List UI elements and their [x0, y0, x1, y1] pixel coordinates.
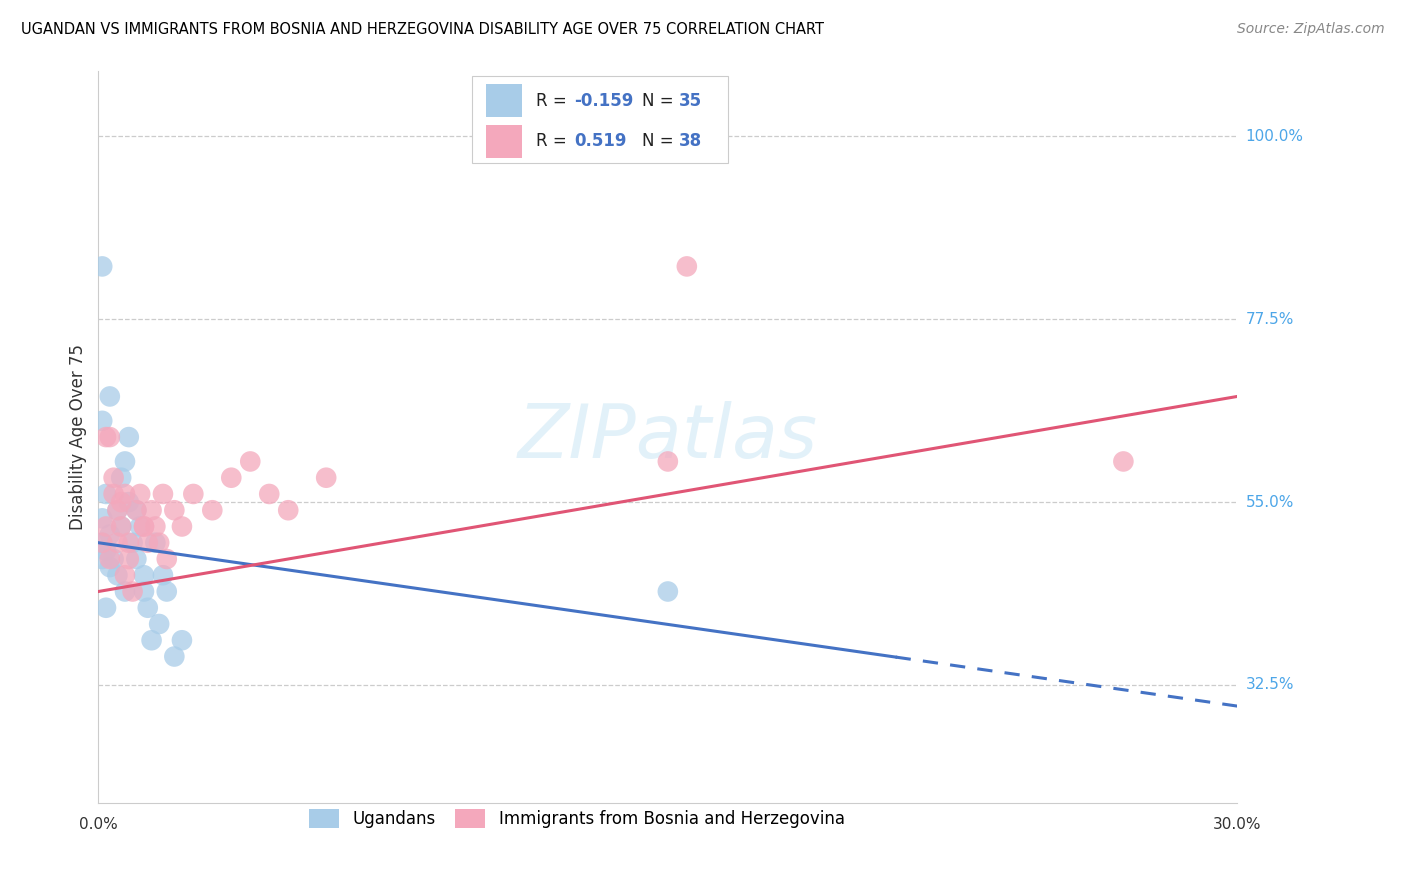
Point: [136, 600, 159, 615]
Point: [91, 552, 114, 566]
Point: [315, 471, 337, 485]
Point: [94, 519, 117, 533]
Bar: [485, 125, 522, 158]
Point: [110, 519, 132, 533]
Text: 32.5%: 32.5%: [1246, 677, 1294, 692]
Point: [201, 503, 224, 517]
Text: UGANDAN VS IMMIGRANTS FROM BOSNIA AND HERZEGOVINA DISABILITY AGE OVER 75 CORRELA: UGANDAN VS IMMIGRANTS FROM BOSNIA AND HE…: [21, 22, 824, 37]
Point: [657, 454, 679, 468]
Point: [103, 487, 125, 501]
Point: [98, 389, 121, 403]
Text: 35: 35: [679, 92, 703, 110]
Text: R =: R =: [536, 92, 572, 110]
Text: ZIPatlas: ZIPatlas: [517, 401, 818, 473]
Y-axis label: Disability Age Over 75: Disability Age Over 75: [69, 344, 87, 530]
Text: 0.0%: 0.0%: [79, 817, 118, 832]
Point: [125, 552, 148, 566]
Point: [118, 552, 141, 566]
Point: [141, 633, 163, 648]
Point: [98, 430, 121, 444]
Point: [91, 414, 114, 428]
Text: Source: ZipAtlas.com: Source: ZipAtlas.com: [1237, 22, 1385, 37]
Point: [148, 617, 170, 632]
Point: [136, 535, 159, 549]
Point: [259, 487, 281, 501]
Point: [125, 503, 148, 517]
Point: [141, 503, 163, 517]
Point: [170, 633, 193, 648]
Point: [156, 552, 179, 566]
Point: [110, 495, 132, 509]
Text: 38: 38: [679, 132, 703, 150]
Point: [132, 584, 155, 599]
Point: [98, 560, 121, 574]
Point: [239, 454, 262, 468]
Point: [152, 487, 174, 501]
Point: [118, 430, 141, 444]
Point: [163, 503, 186, 517]
Text: 30.0%: 30.0%: [1213, 817, 1261, 832]
Point: [145, 535, 167, 549]
Point: [114, 487, 136, 501]
Text: 0.519: 0.519: [575, 132, 627, 150]
Point: [103, 552, 125, 566]
Point: [118, 535, 141, 549]
Point: [121, 535, 143, 549]
Point: [118, 495, 141, 509]
Point: [94, 487, 117, 501]
Text: 77.5%: 77.5%: [1246, 311, 1294, 326]
Point: [156, 584, 179, 599]
Point: [91, 535, 114, 549]
Text: N =: N =: [641, 92, 679, 110]
Point: [145, 519, 167, 533]
Point: [94, 544, 117, 558]
Point: [98, 552, 121, 566]
Bar: [485, 84, 522, 117]
Point: [98, 527, 121, 541]
Point: [221, 471, 243, 485]
Point: [91, 535, 114, 549]
Point: [125, 503, 148, 517]
Point: [277, 503, 299, 517]
Legend: Ugandans, Immigrants from Bosnia and Herzegovina: Ugandans, Immigrants from Bosnia and Her…: [302, 802, 852, 835]
Point: [170, 519, 193, 533]
Text: 100.0%: 100.0%: [1246, 128, 1303, 144]
Point: [148, 535, 170, 549]
Point: [91, 260, 114, 274]
Point: [107, 503, 129, 517]
Point: [114, 584, 136, 599]
Text: 55.0%: 55.0%: [1246, 494, 1294, 509]
Point: [657, 584, 679, 599]
Point: [1112, 454, 1135, 468]
Point: [152, 568, 174, 582]
FancyBboxPatch shape: [472, 77, 728, 163]
Point: [91, 511, 114, 525]
Point: [110, 519, 132, 533]
Point: [132, 519, 155, 533]
Point: [183, 487, 205, 501]
Point: [129, 487, 152, 501]
Point: [107, 568, 129, 582]
Text: R =: R =: [536, 132, 572, 150]
Point: [107, 535, 129, 549]
Point: [676, 260, 699, 274]
Point: [107, 503, 129, 517]
Text: N =: N =: [641, 132, 679, 150]
Point: [103, 471, 125, 485]
Point: [94, 430, 117, 444]
Point: [114, 454, 136, 468]
Point: [132, 568, 155, 582]
Point: [132, 519, 155, 533]
Point: [94, 600, 117, 615]
Point: [110, 471, 132, 485]
Point: [163, 649, 186, 664]
Point: [129, 519, 152, 533]
Point: [121, 584, 143, 599]
Point: [114, 568, 136, 582]
Text: -0.159: -0.159: [575, 92, 634, 110]
